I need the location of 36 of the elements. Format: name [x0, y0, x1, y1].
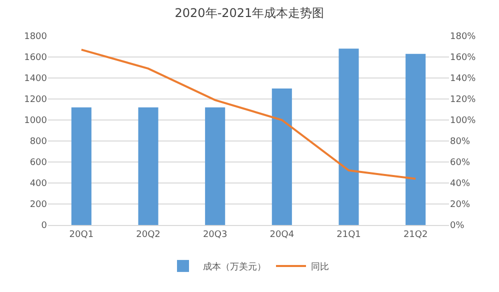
y-tick-label: 1600	[24, 53, 48, 64]
x-tick-label: 20Q2	[136, 230, 160, 240]
x-tick-label: 20Q1	[69, 230, 94, 240]
legend-label: 同比	[311, 261, 329, 272]
y2-tick-label: 0%	[450, 221, 465, 232]
y2-tick-label: 20%	[450, 200, 470, 210]
legend-label: 成本（万美元）	[203, 261, 266, 272]
y-tick-label: 0	[41, 221, 48, 232]
y-tick-label: 1800	[24, 32, 48, 42]
y2-tick-label: 180%	[450, 32, 476, 42]
bar	[272, 88, 292, 225]
x-tick-label: 20Q3	[202, 230, 228, 240]
y2-tick-label: 160%	[450, 53, 476, 64]
bar	[406, 54, 426, 225]
line-series	[80, 48, 417, 180]
y2-tick-label: 80%	[450, 137, 470, 148]
y2-tick-label: 100%	[450, 116, 476, 126]
y2-tick-label: 140%	[450, 74, 476, 84]
bar	[138, 107, 158, 225]
x-tick-label: 21Q1	[336, 230, 361, 240]
y-tick-label: 800	[30, 137, 48, 148]
bar	[205, 107, 226, 225]
bar	[338, 48, 359, 225]
y2-tick-label: 60%	[450, 158, 470, 168]
y-tick-label: 400	[30, 179, 48, 190]
x-tick-label: 20Q4	[270, 230, 294, 240]
x-tick-label: 21Q2	[403, 230, 428, 240]
y-tick-label: 1000	[24, 116, 48, 126]
y-tick-label: 1400	[24, 74, 48, 84]
y-tick-label: 1200	[24, 95, 48, 106]
bar	[71, 107, 92, 225]
y2-tick-label: 120%	[450, 95, 476, 106]
y-tick-label: 200	[30, 200, 48, 210]
y2-tick-label: 40%	[450, 179, 470, 190]
y-tick-label: 600	[30, 158, 48, 168]
chart-title: 2020年-2021年成本走势图	[174, 6, 324, 20]
